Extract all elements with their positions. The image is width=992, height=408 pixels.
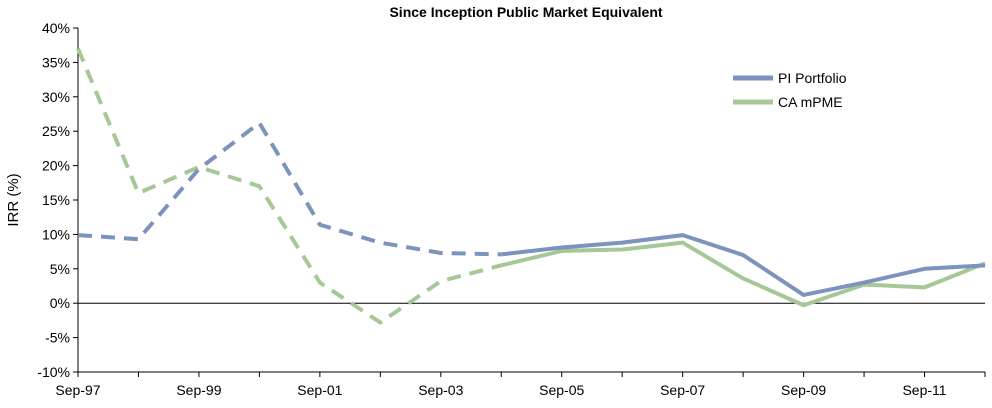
chart-title: Since Inception Public Market Equivalent [389, 4, 662, 20]
legend: PI Portfolio CA mPME [733, 70, 847, 110]
y-tick-labels: -10% -5% 0% 5% 10% 15% 20% 25% 30% 35% 40% [37, 20, 78, 380]
y-axis-title: IRR (%) [5, 173, 22, 226]
series-line-dashed-ca-mpme [76, 47, 502, 325]
x-tick-label: Sep-05 [539, 382, 584, 398]
legend-label-pi-portfolio: PI Portfolio [778, 70, 847, 86]
y-tick-label: 25% [42, 123, 70, 139]
y-tick-label: 15% [42, 192, 70, 208]
x-tick-label: Sep-97 [55, 382, 100, 398]
y-tick-label: -5% [45, 330, 70, 346]
x-tick-label: Sep-99 [176, 382, 221, 398]
y-tick-label: 40% [42, 20, 70, 36]
y-tick-label: 0% [50, 295, 70, 311]
x-tick-label: Sep-07 [660, 382, 705, 398]
x-tick-label: Sep-03 [418, 382, 463, 398]
y-tick-label: 20% [42, 158, 70, 174]
y-tick-label: -10% [37, 364, 70, 380]
y-tick-label: 35% [42, 54, 70, 70]
series-lines [76, 47, 986, 325]
x-tick-label: Sep-11 [902, 382, 946, 398]
y-tick-label: 10% [42, 226, 70, 242]
y-tick-label: 5% [50, 261, 70, 277]
x-tick-label: Sep-09 [781, 382, 826, 398]
series-line-solid-pi-portfolio [501, 233, 986, 297]
legend-label-ca-mpme: CA mPME [778, 94, 843, 110]
x-tick-label: Sep-01 [297, 382, 342, 398]
y-tick-label: 30% [42, 89, 70, 105]
x-tick-labels: Sep-97 Sep-99 Sep-01 Sep-03 Sep-05 Sep-07 Sep-… [55, 372, 986, 398]
series-line-solid-ca-mpme [500, 240, 986, 308]
axes [77, 28, 985, 373]
series-line-dashed-pi-portfolio [77, 120, 502, 257]
